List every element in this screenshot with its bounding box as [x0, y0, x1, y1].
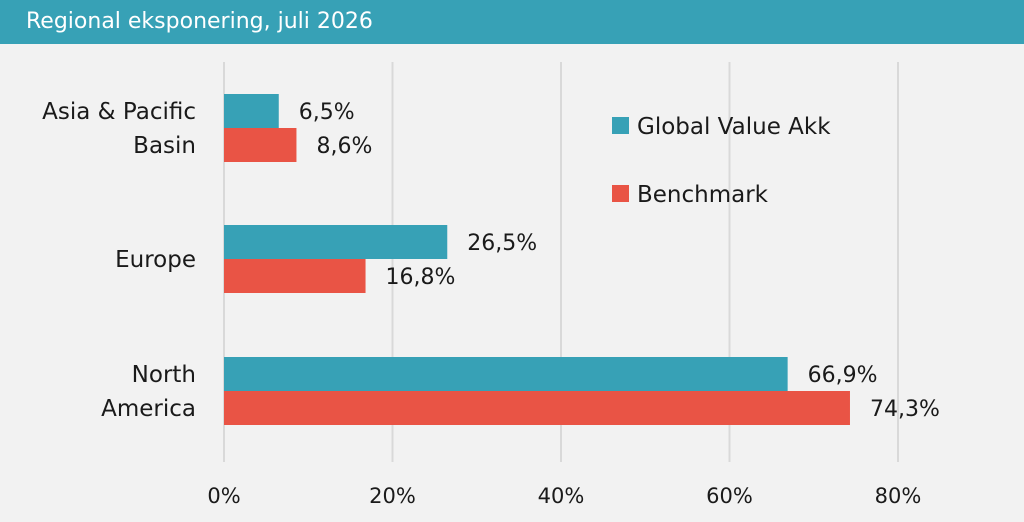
- category-label: Europe: [115, 247, 196, 273]
- category-label: America: [101, 396, 196, 422]
- x-tick-label: 0%: [207, 484, 240, 508]
- chart-title: Regional eksponering, juli 2026: [26, 9, 373, 34]
- legend-label: Benchmark: [637, 182, 769, 208]
- bar: [224, 259, 366, 293]
- bar: [224, 357, 788, 391]
- bars: [224, 94, 850, 425]
- category-label: Asia & Pacific: [42, 99, 196, 125]
- x-tick-label: 80%: [875, 484, 922, 508]
- category-label: Basin: [133, 133, 196, 159]
- legend-swatch: [612, 117, 629, 134]
- data-label: 16,8%: [386, 265, 456, 290]
- x-tick-label: 60%: [706, 484, 753, 508]
- category-label: North: [132, 362, 196, 388]
- legend-swatch: [612, 185, 629, 202]
- data-label: 74,3%: [870, 397, 940, 422]
- x-axis-ticks: 0% 20% 40% 60% 80%: [207, 484, 921, 508]
- legend: Global Value Akk Benchmark: [612, 114, 831, 208]
- bar: [224, 128, 297, 162]
- chart-header: Regional eksponering, juli 2026: [0, 0, 1024, 44]
- data-label: 8,6%: [316, 134, 372, 159]
- bar: [224, 391, 850, 425]
- data-label: 6,5%: [299, 100, 355, 125]
- data-labels: 6,5% 26,5% 66,9% 8,6% 16,8% 74,3%: [299, 100, 940, 422]
- data-label: 66,9%: [808, 363, 878, 388]
- bar: [224, 225, 448, 259]
- x-tick-label: 20%: [369, 484, 416, 508]
- x-tick-label: 40%: [538, 484, 585, 508]
- bar: [224, 94, 279, 128]
- legend-label: Global Value Akk: [637, 114, 831, 140]
- category-labels: Asia & Pacific Basin Europe North America: [42, 99, 196, 422]
- data-label: 26,5%: [467, 231, 537, 256]
